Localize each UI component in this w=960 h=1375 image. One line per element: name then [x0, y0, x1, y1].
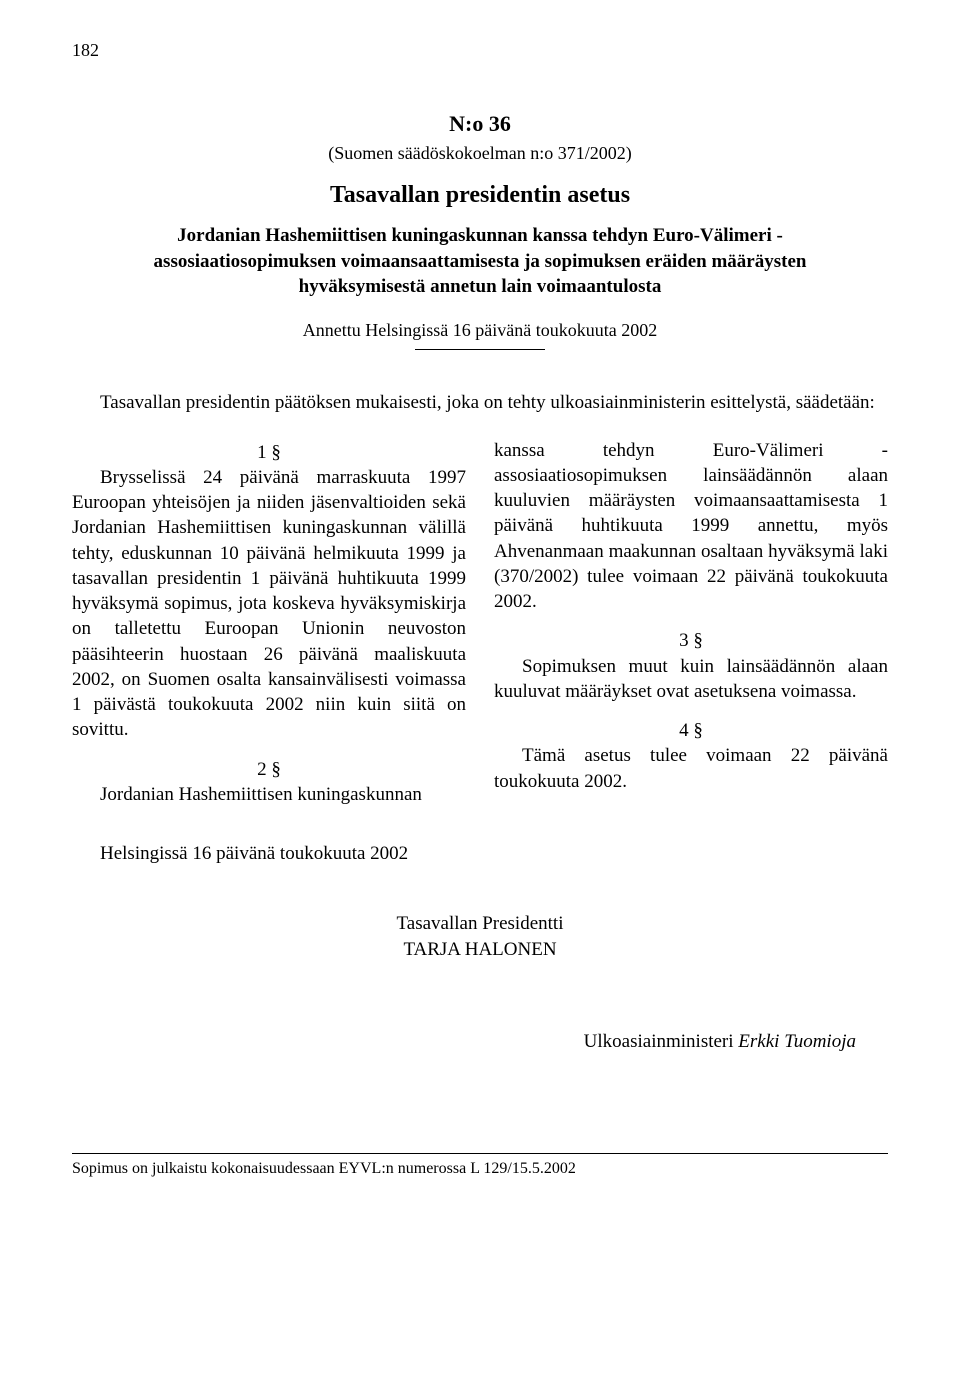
closing-location: Helsingissä 16 päivänä toukokuuta 2002: [72, 843, 888, 865]
section-1-body: Brysselissä 24 päivänä marraskuuta 1997 …: [72, 465, 466, 743]
header-divider: [415, 349, 545, 350]
left-column: 1 § Brysselissä 24 päivänä marraskuuta 1…: [72, 438, 466, 808]
act-title: Tasavallan presidentin asetus: [72, 182, 888, 209]
section-3-number: 3 §: [494, 628, 888, 653]
act-subtitle: Jordanian Hashemiittisen kuningaskunnan …: [110, 223, 850, 300]
right-column: kanssa tehdyn Euro-Välimeri -assosiaatio…: [494, 438, 888, 808]
preamble: Tasavallan presidentin päätöksen mukaise…: [72, 390, 888, 416]
section-3-body: Sopimuksen muut kuin lainsäädännön alaan…: [494, 654, 888, 705]
section-2-number: 2 §: [72, 757, 466, 782]
section-1-number: 1 §: [72, 440, 466, 465]
given-at: Annettu Helsingissä 16 päivänä toukokuut…: [72, 320, 888, 341]
section-4-body: Tämä asetus tulee voimaan 22 päivänä tou…: [494, 743, 888, 794]
section-2-body-start: Jordanian Hashemiittisen kuningaskunnan: [72, 782, 466, 807]
document-header: N:o 36 (Suomen säädöskokoelman n:o 371/2…: [72, 111, 888, 350]
president-name: TARJA HALONEN: [72, 939, 888, 961]
body-columns: 1 § Brysselissä 24 päivänä marraskuuta 1…: [72, 438, 888, 808]
section-4-number: 4 §: [494, 718, 888, 743]
section-2-body-cont: kanssa tehdyn Euro-Välimeri -assosiaatio…: [494, 438, 888, 615]
signature-block: Tasavallan Presidentti TARJA HALONEN: [72, 913, 888, 961]
page-number: 182: [72, 40, 888, 61]
act-number: N:o 36: [72, 111, 888, 137]
act-reference: (Suomen säädöskokoelman n:o 371/2002): [72, 143, 888, 164]
minister-title: Ulkoasiainministeri: [584, 1031, 739, 1052]
minister-signature: Ulkoasiainministeri Erkki Tuomioja: [72, 1031, 888, 1053]
minister-name: Erkki Tuomioja: [738, 1031, 856, 1052]
footer-divider: [72, 1153, 888, 1154]
footer-note: Sopimus on julkaistu kokonaisuudessaan E…: [72, 1160, 888, 1178]
president-title: Tasavallan Presidentti: [72, 913, 888, 935]
